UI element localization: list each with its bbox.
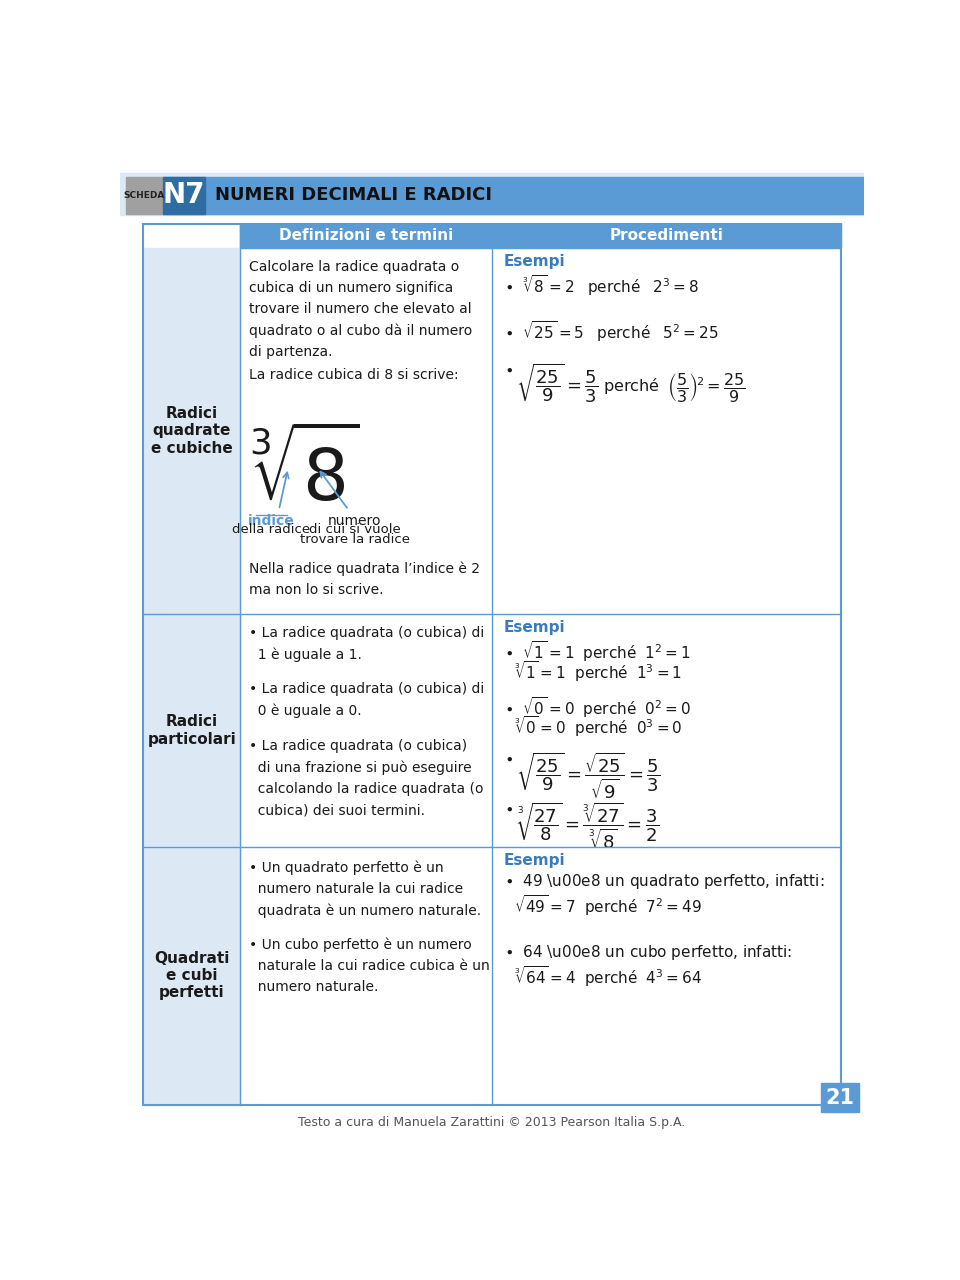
Text: $\sqrt[3]{\dfrac{27}{8}} = \dfrac{\sqrt[3]{27}}{\sqrt[3]{8}} = \dfrac{3}{2}$: $\sqrt[3]{\dfrac{27}{8}} = \dfrac{\sqrt[… xyxy=(516,801,660,851)
Text: $\bullet\;$ $\sqrt{25} = 5\;\;$ perché $\;\;5^2 = 25$: $\bullet\;$ $\sqrt{25} = 5\;\;$ perché $… xyxy=(504,319,718,344)
Text: • La radice quadrata (o cubica) di
  0 è uguale a 0.: • La radice quadrata (o cubica) di 0 è u… xyxy=(250,682,485,718)
Text: $\bullet$: $\bullet$ xyxy=(504,801,513,817)
Text: di cui si vuole: di cui si vuole xyxy=(309,524,400,536)
Bar xyxy=(143,224,841,1105)
Text: $\bullet\;$ $\sqrt{1} = 1\;$ perché $\;1^2 = 1$: $\bullet\;$ $\sqrt{1} = 1\;$ perché $\;1… xyxy=(504,640,690,664)
Bar xyxy=(162,177,826,214)
Text: della radice: della radice xyxy=(232,524,310,536)
Text: Definizioni e termini: Definizioni e termini xyxy=(279,229,453,243)
Bar xyxy=(126,177,162,214)
Bar xyxy=(240,224,492,247)
Bar xyxy=(822,1083,858,1112)
Text: $\bullet\;$ $\sqrt[3]{8} = 2\;\;$ perché $\;\;2^3 = 8$: $\bullet\;$ $\sqrt[3]{8} = 2\;\;$ perché… xyxy=(504,273,699,298)
Text: $\bullet$: $\bullet$ xyxy=(504,361,513,376)
Text: Testo a cura di Manuela Zarattini © 2013 Pearson Italia S.p.A.: Testo a cura di Manuela Zarattini © 2013… xyxy=(299,1116,685,1129)
Text: Nella radice quadrata l’indice è 2
ma non lo si scrive.: Nella radice quadrata l’indice è 2 ma no… xyxy=(250,562,480,598)
Text: $\sqrt{\dfrac{25}{9}} = \dfrac{\sqrt{25}}{\sqrt{9}} = \dfrac{5}{3}$: $\sqrt{\dfrac{25}{9}} = \dfrac{\sqrt{25}… xyxy=(516,751,660,801)
Text: $\bullet$: $\bullet$ xyxy=(504,751,513,767)
Text: Esempi: Esempi xyxy=(504,621,565,635)
Text: 21: 21 xyxy=(826,1088,854,1107)
Bar xyxy=(492,224,841,247)
Bar xyxy=(826,177,864,214)
Text: $\bullet\;$ 64 \u00e8 un cubo perfetto, infatti:: $\bullet\;$ 64 \u00e8 un cubo perfetto, … xyxy=(504,943,792,961)
Text: numero: numero xyxy=(328,515,381,527)
Text: N7: N7 xyxy=(162,182,204,209)
Text: indice: indice xyxy=(248,515,295,527)
Text: La radice cubica di 8 si scrive:: La radice cubica di 8 si scrive: xyxy=(250,367,459,381)
Text: trovare la radice: trovare la radice xyxy=(300,534,410,547)
Text: $\sqrt[3]{64} = 4\;$ perché $\;4^3 = 64$: $\sqrt[3]{64} = 4\;$ perché $\;4^3 = 64$ xyxy=(515,964,703,988)
Text: NUMERI DECIMALI E RADICI: NUMERI DECIMALI E RADICI xyxy=(214,186,492,205)
Text: $\sqrt[3]{0} = 0\;$ perché $\;0^3 = 0$: $\sqrt[3]{0} = 0\;$ perché $\;0^3 = 0$ xyxy=(515,714,683,739)
Text: • La radice quadrata (o cubica) di
  1 è uguale a 1.: • La radice quadrata (o cubica) di 1 è u… xyxy=(250,626,485,662)
Bar xyxy=(143,614,240,846)
Text: $\bullet\;$ $\sqrt{0} = 0\;$ perché $\;0^2 = 0$: $\bullet\;$ $\sqrt{0} = 0\;$ perché $\;0… xyxy=(504,695,690,719)
Text: Radici
particolari: Radici particolari xyxy=(147,714,236,746)
Bar xyxy=(143,846,240,1105)
Bar xyxy=(162,177,205,214)
Text: Quadrati
e cubi
perfetti: Quadrati e cubi perfetti xyxy=(154,951,229,1001)
Text: $\sqrt{\dfrac{25}{9}} = \dfrac{5}{3}$: $\sqrt{\dfrac{25}{9}} = \dfrac{5}{3}$ xyxy=(516,361,598,404)
Text: • Un quadrato perfetto è un
  numero naturale la cui radice
  quadrata è un nume: • Un quadrato perfetto è un numero natur… xyxy=(250,860,482,918)
Text: Procedimenti: Procedimenti xyxy=(610,229,723,243)
Text: Radici
quadrate
e cubiche: Radici quadrate e cubiche xyxy=(151,406,232,456)
Text: $\bullet\;$ 49 \u00e8 un quadrato perfetto, infatti:: $\bullet\;$ 49 \u00e8 un quadrato perfet… xyxy=(504,872,824,891)
Text: • La radice quadrata (o cubica)
  di una frazione si può eseguire
  calcolando l: • La radice quadrata (o cubica) di una f… xyxy=(250,739,484,817)
Text: Esempi: Esempi xyxy=(504,253,565,269)
Bar xyxy=(120,173,864,215)
Text: Esempi: Esempi xyxy=(504,852,565,868)
Text: SCHEDA: SCHEDA xyxy=(123,191,165,200)
Bar xyxy=(143,247,240,614)
Text: Calcolare la radice quadrata o
cubica di un numero significa
trovare il numero c: Calcolare la radice quadrata o cubica di… xyxy=(250,260,472,360)
Text: $\sqrt[3]{1} = 1\;$ perché $\;1^3 = 1$: $\sqrt[3]{1} = 1\;$ perché $\;1^3 = 1$ xyxy=(515,659,683,684)
Text: $\sqrt{49} = 7\;$ perché $\;7^2 = 49$: $\sqrt{49} = 7\;$ perché $\;7^2 = 49$ xyxy=(515,893,703,918)
Text: $\sqrt[3]{8}$: $\sqrt[3]{8}$ xyxy=(249,430,359,516)
Text: perché $\;\left(\dfrac{5}{3}\right)^{\!2} = \dfrac{25}{9}$: perché $\;\left(\dfrac{5}{3}\right)^{\!2… xyxy=(603,371,746,403)
Text: • Un cubo perfetto è un numero
  naturale la cui radice cubica è un
  numero nat: • Un cubo perfetto è un numero naturale … xyxy=(250,937,491,995)
